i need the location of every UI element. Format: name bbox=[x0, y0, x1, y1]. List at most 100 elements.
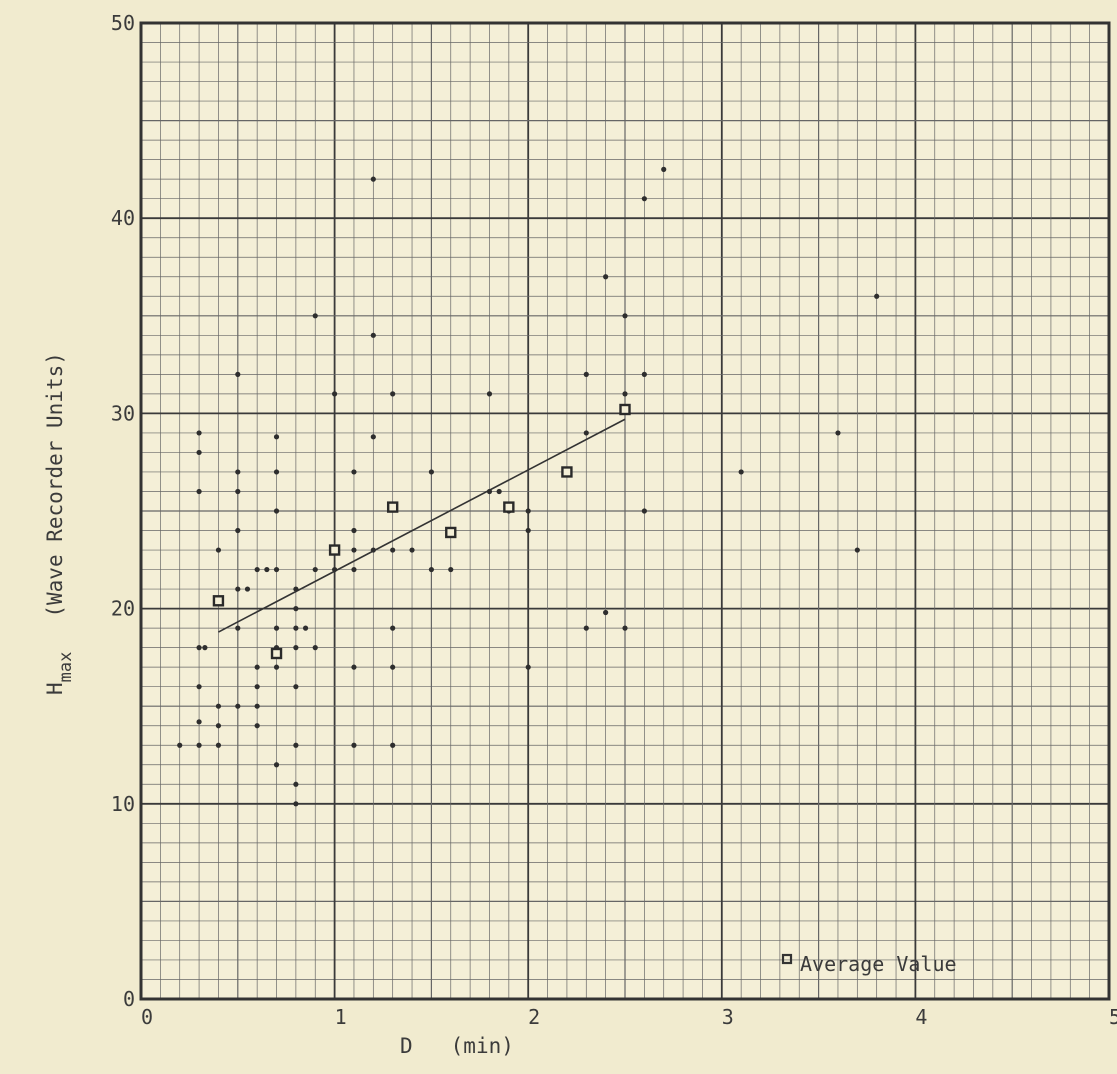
data-point bbox=[370, 332, 376, 338]
data-point bbox=[254, 566, 260, 573]
data-point bbox=[202, 645, 208, 651]
y-tick-label: 40 bbox=[111, 206, 135, 230]
data-point bbox=[196, 449, 202, 456]
x-tick-label: 5 bbox=[1109, 1005, 1117, 1029]
average-value-marker bbox=[328, 544, 341, 556]
data-point bbox=[390, 625, 396, 631]
data-point bbox=[273, 469, 280, 475]
data-point bbox=[196, 719, 202, 725]
data-point bbox=[854, 547, 860, 553]
data-point bbox=[583, 625, 589, 631]
data-point bbox=[835, 430, 841, 436]
data-point bbox=[177, 742, 183, 748]
x-axis-title: D (min) bbox=[400, 1034, 514, 1058]
data-point bbox=[293, 586, 299, 592]
x-tick-label: 0 bbox=[141, 1005, 153, 1029]
data-point bbox=[273, 566, 280, 573]
data-point bbox=[235, 371, 241, 377]
data-point bbox=[525, 527, 531, 534]
y-tick-label: 10 bbox=[111, 792, 135, 816]
data-point bbox=[312, 313, 318, 319]
data-point bbox=[196, 430, 202, 436]
data-point bbox=[302, 625, 309, 631]
data-point bbox=[196, 645, 202, 651]
y-axis-variable: H bbox=[43, 682, 67, 695]
data-point bbox=[525, 508, 531, 514]
average-value-marker bbox=[503, 501, 515, 513]
data-point bbox=[661, 166, 667, 172]
data-point bbox=[215, 742, 222, 748]
data-point bbox=[273, 434, 280, 440]
data-point bbox=[622, 625, 628, 631]
data-point bbox=[390, 547, 396, 553]
data-point bbox=[351, 566, 357, 573]
x-tick-label: 2 bbox=[528, 1005, 540, 1029]
data-point bbox=[603, 274, 609, 280]
data-point bbox=[215, 547, 222, 553]
x-tick-label: 1 bbox=[335, 1005, 347, 1029]
data-point bbox=[273, 762, 280, 768]
data-point bbox=[738, 469, 744, 475]
data-point bbox=[196, 684, 202, 690]
data-point bbox=[428, 469, 434, 475]
data-point bbox=[293, 742, 299, 748]
data-point bbox=[293, 625, 299, 631]
data-point bbox=[235, 469, 241, 475]
data-point bbox=[351, 664, 357, 670]
data-point bbox=[390, 664, 396, 670]
x-axis-unit: (min) bbox=[451, 1034, 514, 1058]
data-point bbox=[351, 547, 357, 553]
data-points bbox=[177, 166, 880, 807]
data-point bbox=[583, 371, 589, 377]
y-axis-unit: (Wave Recorder Units) bbox=[43, 352, 67, 618]
data-point bbox=[196, 742, 202, 748]
data-point bbox=[351, 469, 357, 475]
data-point bbox=[254, 664, 260, 670]
data-point bbox=[293, 645, 299, 651]
data-point bbox=[235, 488, 241, 495]
data-point bbox=[641, 371, 647, 377]
data-point bbox=[351, 527, 357, 534]
data-point bbox=[312, 566, 318, 573]
average-value-marker bbox=[386, 501, 399, 513]
data-point bbox=[428, 566, 434, 573]
data-point bbox=[525, 664, 531, 670]
y-axis-title: Hmax (Wave Recorder Units) bbox=[43, 352, 76, 695]
average-value-marker bbox=[212, 595, 225, 607]
y-tick-label: 20 bbox=[111, 597, 135, 621]
data-point bbox=[390, 742, 396, 748]
average-value-marker bbox=[445, 526, 457, 539]
data-point bbox=[264, 566, 270, 573]
plot-border bbox=[139, 21, 1111, 1001]
data-point bbox=[874, 293, 880, 299]
data-point bbox=[486, 391, 493, 397]
data-point bbox=[448, 566, 454, 573]
data-point bbox=[244, 586, 251, 592]
data-point bbox=[235, 586, 241, 592]
data-point bbox=[254, 684, 260, 690]
data-point bbox=[273, 508, 280, 514]
data-point bbox=[273, 625, 280, 631]
data-point bbox=[496, 488, 502, 495]
trend-line bbox=[218, 418, 626, 633]
data-point bbox=[293, 781, 299, 787]
data-point bbox=[293, 606, 299, 612]
data-point bbox=[293, 801, 299, 807]
data-point bbox=[312, 645, 318, 651]
data-point bbox=[583, 430, 589, 436]
data-point bbox=[235, 625, 241, 631]
data-point bbox=[254, 703, 260, 709]
data-point bbox=[254, 723, 260, 729]
data-point bbox=[641, 196, 647, 202]
data-point bbox=[351, 742, 357, 748]
legend: Average Value bbox=[781, 952, 957, 976]
y-tick-label: 30 bbox=[111, 401, 135, 425]
data-point bbox=[332, 391, 338, 397]
average-value-marker bbox=[619, 403, 631, 416]
x-tick-label: 3 bbox=[722, 1005, 734, 1029]
data-point bbox=[409, 547, 415, 553]
legend-label: Average Value bbox=[800, 952, 957, 976]
y-axis-subscript: max bbox=[56, 652, 76, 683]
data-point bbox=[622, 313, 628, 319]
